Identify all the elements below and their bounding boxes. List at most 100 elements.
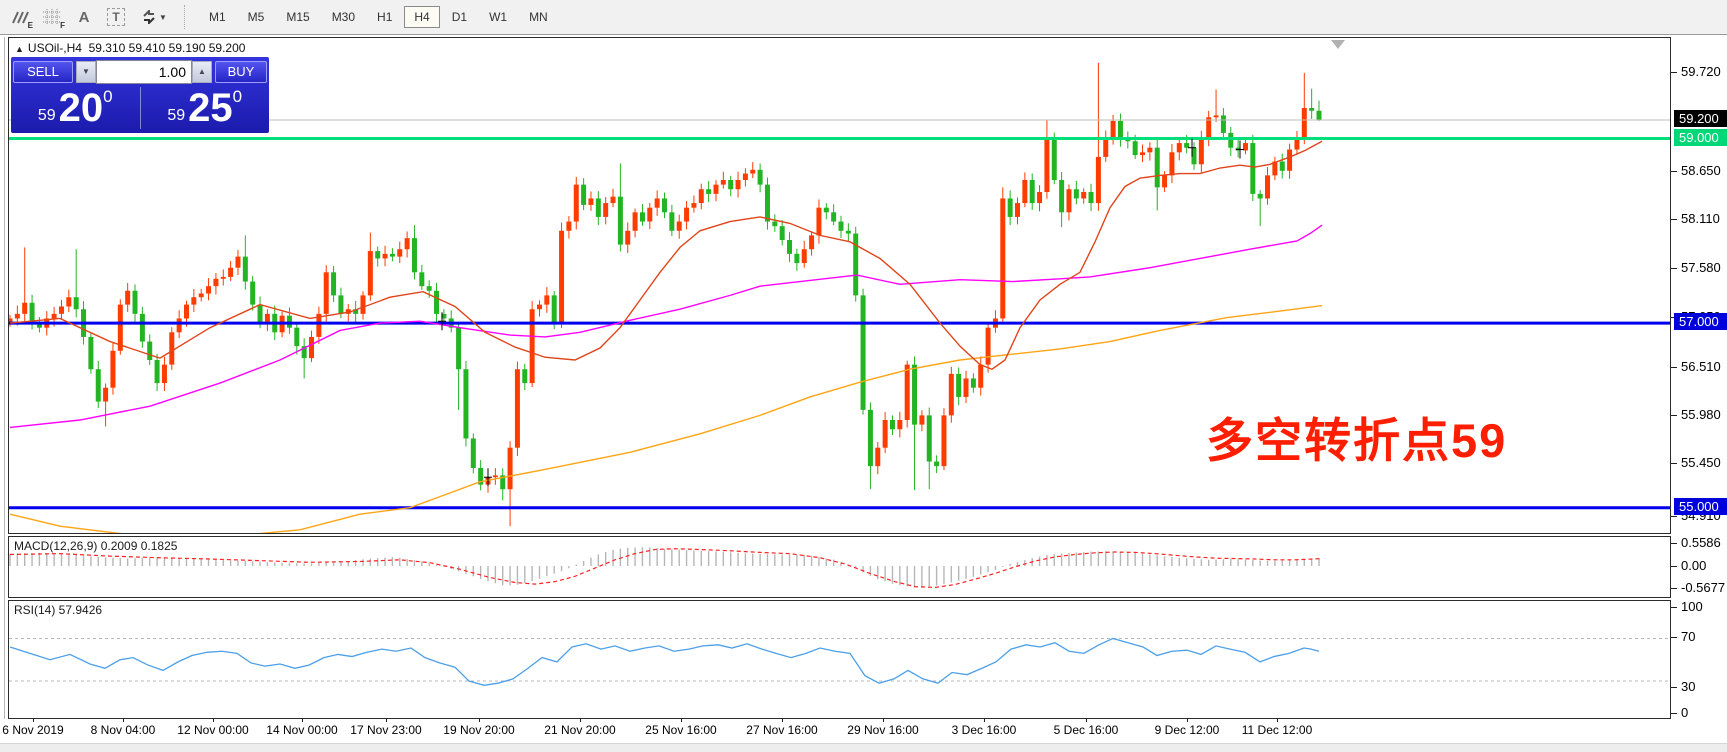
rsi-axis-label: 0 xyxy=(1681,705,1689,720)
timeframe-tabs: M1 M5 M15 M30 H1 H4 D1 W1 MN xyxy=(198,6,559,28)
autoscroll-marker-icon[interactable] xyxy=(1331,40,1345,49)
time-axis-label: 6 Nov 2019 xyxy=(2,723,64,737)
price-axis-label: 59.720 xyxy=(1681,64,1721,79)
price-badge: 59.000 xyxy=(1674,129,1727,146)
price-axis-label: 55.980 xyxy=(1681,407,1721,422)
price-axis-tick xyxy=(1671,219,1677,220)
time-axis-tick xyxy=(782,718,783,722)
macd-label: MACD(12,26,9) 0.2009 0.1825 xyxy=(14,539,178,553)
price-axis-tick xyxy=(1671,415,1677,416)
timeframe-tab-H1[interactable]: H1 xyxy=(367,6,402,28)
time-axis-label: 19 Nov 20:00 xyxy=(443,723,515,737)
rsi-axis-tick xyxy=(1671,607,1677,608)
time-axis-tick xyxy=(681,718,682,722)
chevron-down-icon: ▼ xyxy=(159,12,167,22)
time-axis-tick xyxy=(580,718,581,722)
timeframe-tab-M5[interactable]: M5 xyxy=(238,6,275,28)
timeframe-tab-M30[interactable]: M30 xyxy=(322,6,365,28)
main-chart-panel: ▲ USOil-,H4 59.310 59.410 59.190 59.200 多… xyxy=(8,37,1671,534)
macd-axis-label: -0.5677 xyxy=(1681,580,1726,595)
time-axis-label: 17 Nov 23:00 xyxy=(350,723,422,737)
volume-increase-button[interactable]: ▲ xyxy=(192,60,212,83)
macd-axis-tick xyxy=(1671,566,1677,567)
price-badge: 57.000 xyxy=(1674,313,1727,330)
window-footer xyxy=(0,743,1727,752)
macd-axis-label: 0.00 xyxy=(1681,558,1707,573)
time-axis-tick xyxy=(1086,718,1087,722)
chart-annotation-text: 多空转折点59 xyxy=(1206,414,1508,467)
time-axis-label: 3 Dec 16:00 xyxy=(951,723,1017,737)
price-axis-label: 55.450 xyxy=(1681,455,1721,470)
sell-price[interactable]: 59 20 0 xyxy=(37,86,113,130)
price-axis-tick xyxy=(1671,72,1677,73)
macd-axis-tick xyxy=(1671,588,1677,589)
time-axis-label: 29 Nov 16:00 xyxy=(847,723,919,737)
rsi-canvas[interactable] xyxy=(9,601,1670,718)
price-axis-tick xyxy=(1671,367,1677,368)
candles-series xyxy=(9,62,1322,527)
rsi-axis-label: 100 xyxy=(1681,599,1703,614)
buy-price[interactable]: 59 25 0 xyxy=(167,86,243,130)
price-badge: 59.200 xyxy=(1674,110,1727,127)
toolbar-separator xyxy=(184,5,190,29)
time-axis-tick xyxy=(213,718,214,722)
timeframe-tab-M1[interactable]: M1 xyxy=(199,6,236,28)
time-axis-tick xyxy=(386,718,387,722)
price-chart-canvas[interactable] xyxy=(9,38,1670,533)
price-axis-label: 56.510 xyxy=(1681,359,1721,374)
text-box-icon[interactable]: T xyxy=(102,4,130,30)
rsi-axis-tick xyxy=(1671,713,1677,714)
timeframe-tab-MN[interactable]: MN xyxy=(519,6,558,28)
time-axis-label: 8 Nov 04:00 xyxy=(90,723,156,737)
rsi-axis-label: 70 xyxy=(1681,629,1696,644)
toolbar: E F A T ▼ M1 M5 M15 M30 H1 H4 D1 W1 MN xyxy=(0,0,1727,35)
timeframe-tab-H4[interactable]: H4 xyxy=(404,6,440,28)
macd-signal-line xyxy=(9,548,1323,589)
chart-edit-icon[interactable]: E xyxy=(6,4,34,30)
time-axis-tick xyxy=(883,718,884,722)
price-axis-label: 58.650 xyxy=(1681,163,1721,178)
time-axis-label: 14 Nov 00:00 xyxy=(266,723,338,737)
timeframe-tab-W1[interactable]: W1 xyxy=(479,6,517,28)
timeframe-tab-M15[interactable]: M15 xyxy=(276,6,319,28)
time-axis-label: 5 Dec 16:00 xyxy=(1053,723,1119,737)
window-edge xyxy=(4,37,5,719)
text-label-icon[interactable]: A xyxy=(78,8,90,26)
price-axis-label: 57.580 xyxy=(1681,260,1721,275)
timeframe-tab-D1[interactable]: D1 xyxy=(442,6,477,28)
time-axis-label: 11 Dec 12:00 xyxy=(1241,723,1313,737)
time-axis-label: 25 Nov 16:00 xyxy=(645,723,717,737)
time-axis-tick xyxy=(302,718,303,722)
collapse-triangle-icon[interactable]: ▲ xyxy=(15,44,24,54)
time-axis-tick xyxy=(984,718,985,722)
macd-axis-label: 0.5586 xyxy=(1681,535,1721,550)
rsi-axis-tick xyxy=(1671,637,1677,638)
price-axis-label: 58.110 xyxy=(1681,211,1720,226)
price-axis-tick xyxy=(1671,171,1677,172)
volume-decrease-button[interactable]: ▼ xyxy=(76,60,96,83)
price-badge: 55.000 xyxy=(1674,498,1727,515)
time-axis-tick xyxy=(479,718,480,722)
price-divider xyxy=(139,87,141,129)
price-axis-tick xyxy=(1671,516,1677,517)
volume-input[interactable] xyxy=(96,59,192,84)
sell-button[interactable]: SELL xyxy=(13,60,73,83)
price-axis-tick xyxy=(1671,463,1677,464)
objects-arrange-icon[interactable]: ▼ xyxy=(134,4,174,30)
buy-button[interactable]: BUY xyxy=(215,60,267,83)
grid-indicator-icon[interactable]: F xyxy=(38,4,66,30)
price-axis-tick xyxy=(1671,268,1677,269)
rsi-axis-label: 30 xyxy=(1681,679,1696,694)
macd-axis-tick xyxy=(1671,543,1677,544)
time-axis-tick xyxy=(33,718,34,722)
time-axis-label: 27 Nov 16:00 xyxy=(746,723,818,737)
macd-canvas[interactable] xyxy=(9,537,1670,597)
rsi-axis-tick xyxy=(1671,687,1677,688)
time-axis-tick xyxy=(1277,718,1278,722)
time-axis-tick xyxy=(1187,718,1188,722)
rsi-line xyxy=(9,637,1320,686)
time-axis-tick xyxy=(123,718,124,722)
macd-panel: MACD(12,26,9) 0.2009 0.1825 xyxy=(8,536,1671,598)
time-axis-label: 21 Nov 20:00 xyxy=(544,723,616,737)
